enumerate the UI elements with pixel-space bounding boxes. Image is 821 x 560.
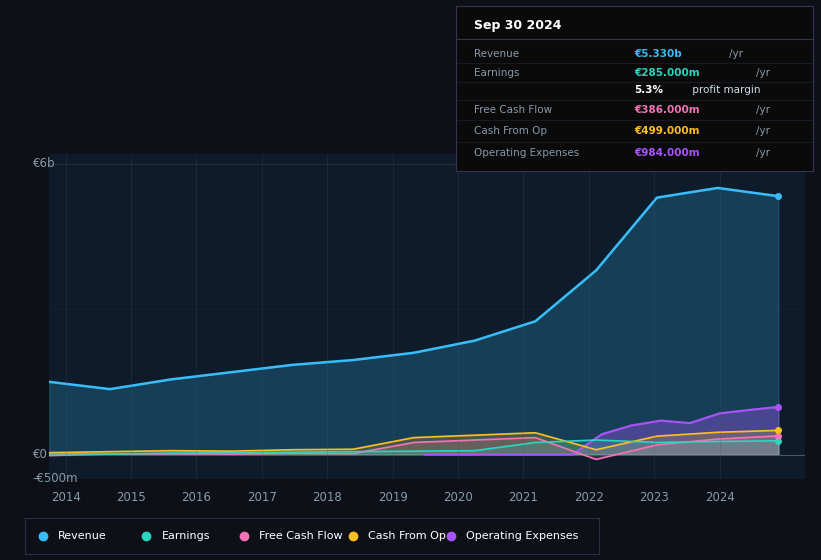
Text: €5.330b: €5.330b — [635, 49, 682, 58]
Text: €285.000m: €285.000m — [635, 68, 699, 78]
Text: 2022: 2022 — [574, 491, 603, 504]
Text: Cash From Op: Cash From Op — [474, 126, 547, 136]
Text: €499.000m: €499.000m — [635, 126, 699, 136]
Text: Free Cash Flow: Free Cash Flow — [474, 105, 552, 115]
Text: 2015: 2015 — [116, 491, 146, 504]
Text: Free Cash Flow: Free Cash Flow — [259, 531, 342, 541]
Text: /yr: /yr — [756, 148, 770, 157]
Text: 2020: 2020 — [443, 491, 473, 504]
Text: 2019: 2019 — [378, 491, 407, 504]
Text: /yr: /yr — [756, 126, 770, 136]
Text: Earnings: Earnings — [474, 68, 519, 78]
Text: Operating Expenses: Operating Expenses — [466, 531, 578, 541]
Text: 2016: 2016 — [181, 491, 211, 504]
Text: €984.000m: €984.000m — [635, 148, 699, 157]
Text: 2024: 2024 — [704, 491, 735, 504]
Text: €0: €0 — [33, 448, 48, 461]
Text: 2021: 2021 — [508, 491, 539, 504]
Text: Cash From Op: Cash From Op — [369, 531, 446, 541]
Text: /yr: /yr — [756, 68, 770, 78]
Text: Operating Expenses: Operating Expenses — [474, 148, 579, 157]
Text: 2018: 2018 — [312, 491, 342, 504]
Text: -€500m: -€500m — [33, 472, 78, 486]
Text: 2023: 2023 — [640, 491, 669, 504]
Text: profit margin: profit margin — [689, 85, 760, 95]
Text: €386.000m: €386.000m — [635, 105, 699, 115]
Text: Revenue: Revenue — [474, 49, 519, 58]
Text: 5.3%: 5.3% — [635, 85, 663, 95]
Text: 2014: 2014 — [51, 491, 80, 504]
Text: €6b: €6b — [33, 157, 55, 170]
Text: /yr: /yr — [729, 49, 743, 58]
Text: Revenue: Revenue — [58, 531, 107, 541]
Text: Sep 30 2024: Sep 30 2024 — [474, 19, 561, 32]
Text: Earnings: Earnings — [162, 531, 210, 541]
Text: /yr: /yr — [756, 105, 770, 115]
Text: 2017: 2017 — [247, 491, 277, 504]
